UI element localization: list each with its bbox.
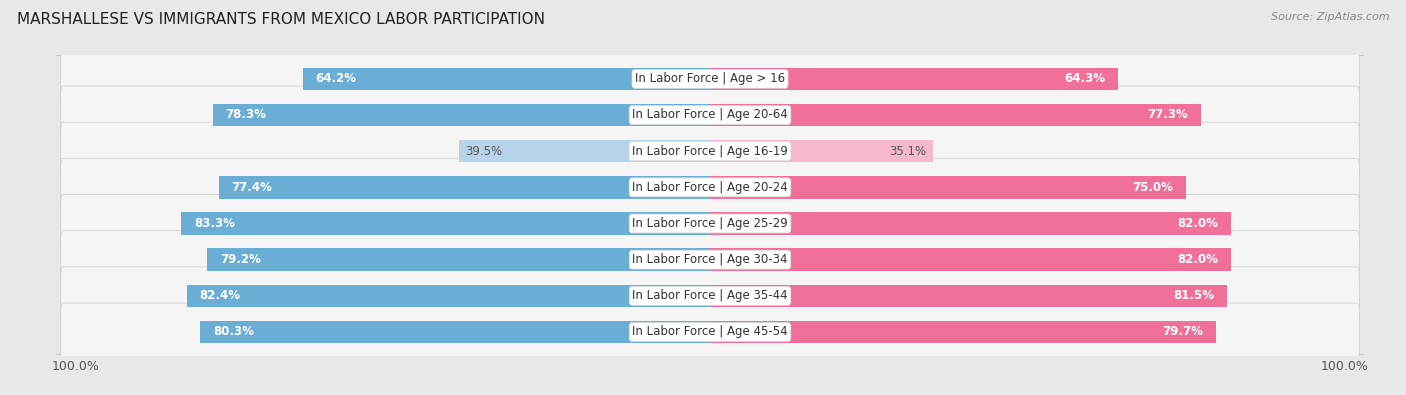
Bar xyxy=(460,140,710,162)
Text: In Labor Force | Age 20-64: In Labor Force | Age 20-64 xyxy=(633,109,787,122)
Text: In Labor Force | Age 20-24: In Labor Force | Age 20-24 xyxy=(633,181,787,194)
Text: 64.2%: 64.2% xyxy=(315,72,356,85)
Text: MARSHALLESE VS IMMIGRANTS FROM MEXICO LABOR PARTICIPATION: MARSHALLESE VS IMMIGRANTS FROM MEXICO LA… xyxy=(17,12,546,27)
Bar xyxy=(710,140,932,162)
Text: 78.3%: 78.3% xyxy=(226,109,267,122)
Bar xyxy=(219,176,710,199)
Bar xyxy=(710,68,1118,90)
Text: 82.0%: 82.0% xyxy=(1177,253,1218,266)
Bar xyxy=(302,68,710,90)
Text: 81.5%: 81.5% xyxy=(1174,289,1215,302)
FancyBboxPatch shape xyxy=(60,122,1360,180)
Text: 35.1%: 35.1% xyxy=(890,145,927,158)
Bar xyxy=(710,176,1187,199)
FancyBboxPatch shape xyxy=(60,195,1360,252)
Text: 64.3%: 64.3% xyxy=(1064,72,1105,85)
Text: 82.4%: 82.4% xyxy=(200,289,240,302)
Text: In Labor Force | Age 30-34: In Labor Force | Age 30-34 xyxy=(633,253,787,266)
Text: In Labor Force | Age 25-29: In Labor Force | Age 25-29 xyxy=(633,217,787,230)
Text: In Labor Force | Age > 16: In Labor Force | Age > 16 xyxy=(636,72,785,85)
Legend: Marshallese, Immigrants from Mexico: Marshallese, Immigrants from Mexico xyxy=(551,391,869,395)
Text: 77.4%: 77.4% xyxy=(232,181,273,194)
Text: In Labor Force | Age 35-44: In Labor Force | Age 35-44 xyxy=(633,289,787,302)
Bar xyxy=(187,285,710,307)
FancyBboxPatch shape xyxy=(60,231,1360,289)
Text: Source: ZipAtlas.com: Source: ZipAtlas.com xyxy=(1271,12,1389,22)
Bar xyxy=(710,248,1230,271)
Bar xyxy=(710,321,1216,343)
Text: 79.2%: 79.2% xyxy=(219,253,262,266)
FancyBboxPatch shape xyxy=(60,267,1360,325)
Text: 75.0%: 75.0% xyxy=(1132,181,1174,194)
Bar xyxy=(710,104,1201,126)
Text: 82.0%: 82.0% xyxy=(1177,217,1218,230)
Text: 83.3%: 83.3% xyxy=(194,217,235,230)
Text: In Labor Force | Age 16-19: In Labor Force | Age 16-19 xyxy=(633,145,787,158)
Bar xyxy=(710,285,1227,307)
Text: In Labor Force | Age 45-54: In Labor Force | Age 45-54 xyxy=(633,325,787,339)
FancyBboxPatch shape xyxy=(60,158,1360,216)
FancyBboxPatch shape xyxy=(60,50,1360,108)
FancyBboxPatch shape xyxy=(60,303,1360,361)
Bar xyxy=(214,104,710,126)
Text: 80.3%: 80.3% xyxy=(214,325,254,339)
Text: 77.3%: 77.3% xyxy=(1147,109,1188,122)
Bar xyxy=(207,248,710,271)
Bar xyxy=(181,212,710,235)
Text: 79.7%: 79.7% xyxy=(1163,325,1204,339)
Bar xyxy=(200,321,710,343)
FancyBboxPatch shape xyxy=(60,86,1360,144)
Text: 39.5%: 39.5% xyxy=(465,145,503,158)
Bar xyxy=(710,212,1230,235)
